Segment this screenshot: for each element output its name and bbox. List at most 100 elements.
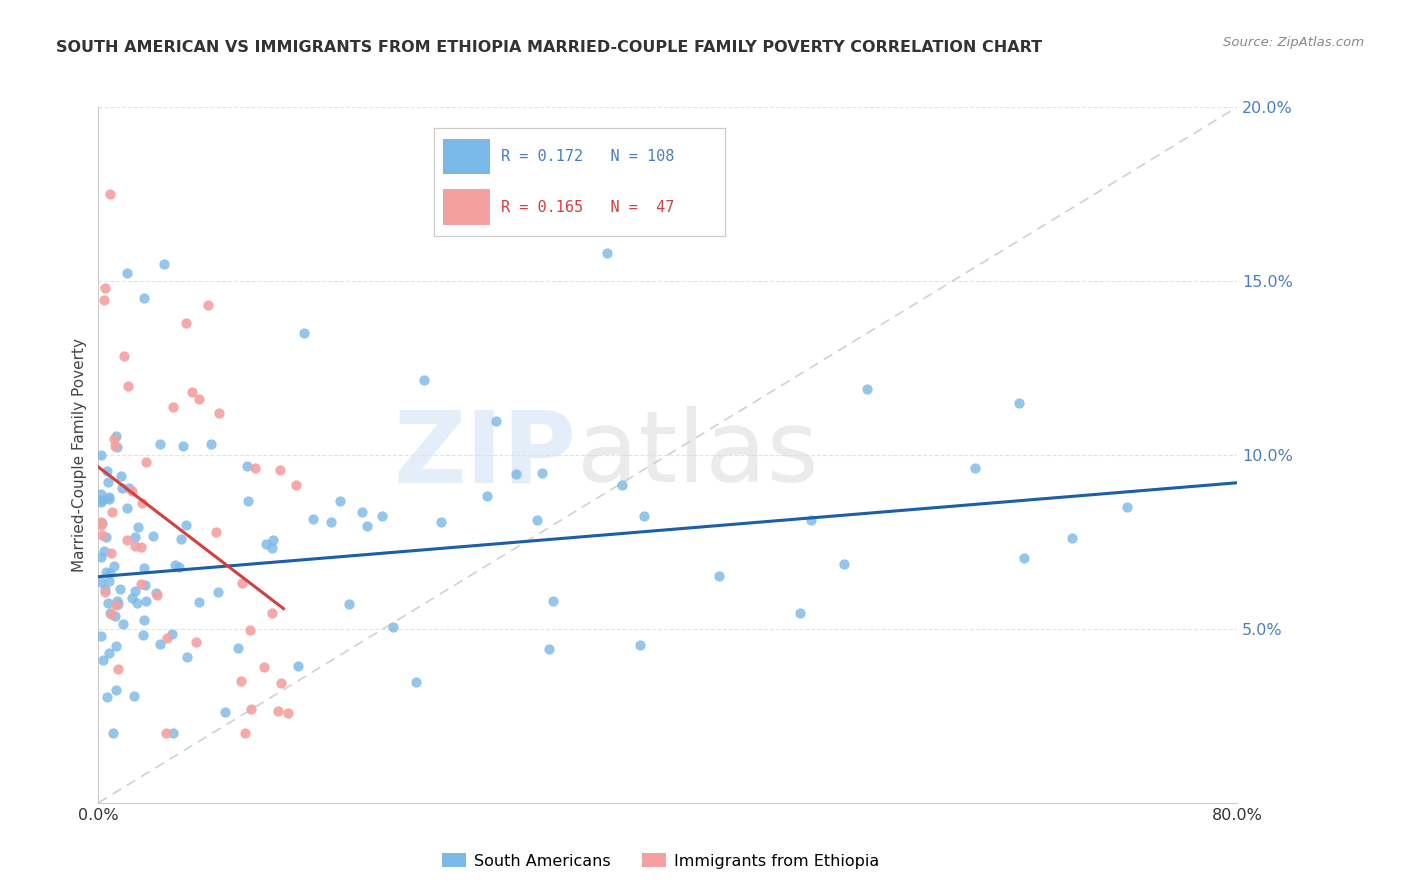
South Americans — [134, 291, 156, 305]
Immigrants from Ethiopia — [186, 635, 208, 649]
South Americans — [134, 577, 156, 591]
South Americans — [141, 529, 163, 543]
Immigrants from Ethiopia — [93, 293, 115, 307]
South Americans — [1008, 396, 1031, 410]
South Americans — [118, 481, 141, 495]
South Americans — [262, 533, 284, 548]
South Americans — [176, 649, 198, 664]
South Americans — [91, 492, 114, 507]
South Americans — [90, 449, 112, 463]
South Americans — [633, 509, 655, 524]
South Americans — [176, 517, 198, 532]
Immigrants from Ethiopia — [90, 515, 112, 529]
South Americans — [214, 705, 236, 719]
South Americans — [167, 560, 190, 574]
Immigrants from Ethiopia — [98, 187, 121, 202]
South Americans — [124, 530, 146, 544]
South Americans — [1116, 500, 1139, 515]
South Americans — [127, 520, 149, 534]
Immigrants from Ethiopia — [107, 662, 129, 676]
Immigrants from Ethiopia — [100, 607, 122, 622]
South Americans — [370, 509, 392, 524]
South Americans — [97, 574, 120, 588]
South Americans — [537, 642, 560, 657]
South Americans — [98, 646, 121, 660]
Immigrants from Ethiopia — [205, 524, 228, 539]
South Americans — [90, 550, 112, 565]
South Americans — [132, 561, 155, 575]
South Americans — [97, 490, 120, 504]
South Americans — [90, 574, 112, 589]
South Americans — [149, 637, 172, 651]
Immigrants from Ethiopia — [131, 496, 153, 510]
South Americans — [148, 437, 170, 451]
Immigrants from Ethiopia — [231, 575, 253, 590]
South Americans — [329, 493, 352, 508]
Immigrants from Ethiopia — [233, 726, 256, 740]
South Americans — [90, 494, 112, 508]
South Americans — [530, 467, 553, 481]
Immigrants from Ethiopia — [117, 533, 139, 548]
Immigrants from Ethiopia — [129, 576, 152, 591]
South Americans — [96, 690, 118, 705]
Immigrants from Ethiopia — [269, 463, 291, 477]
South Americans — [107, 597, 129, 611]
Immigrants from Ethiopia — [239, 702, 262, 716]
South Americans — [127, 596, 149, 610]
South Americans — [789, 606, 811, 620]
South Americans — [287, 659, 309, 673]
South Americans — [800, 513, 823, 527]
Immigrants from Ethiopia — [284, 478, 307, 492]
South Americans — [965, 461, 987, 475]
Immigrants from Ethiopia — [103, 433, 125, 447]
South Americans — [103, 726, 125, 740]
South Americans — [104, 682, 127, 697]
Text: SOUTH AMERICAN VS IMMIGRANTS FROM ETHIOPIA MARRIED-COUPLE FAMILY POVERTY CORRELA: SOUTH AMERICAN VS IMMIGRANTS FROM ETHIOP… — [56, 40, 1042, 55]
Immigrants from Ethiopia — [101, 504, 124, 518]
South Americans — [382, 620, 405, 634]
South Americans — [110, 468, 132, 483]
South Americans — [135, 594, 157, 608]
South Americans — [596, 246, 619, 260]
South Americans — [707, 569, 730, 583]
Text: ZIP: ZIP — [394, 407, 576, 503]
South Americans — [98, 566, 121, 580]
Y-axis label: Married-Couple Family Poverty: Married-Couple Family Poverty — [72, 338, 87, 572]
Immigrants from Ethiopia — [135, 455, 157, 469]
South Americans — [485, 414, 508, 428]
Immigrants from Ethiopia — [243, 461, 266, 475]
South Americans — [111, 482, 134, 496]
Immigrants from Ethiopia — [94, 281, 117, 295]
South Americans — [855, 382, 877, 396]
Text: Source: ZipAtlas.com: Source: ZipAtlas.com — [1223, 36, 1364, 49]
South Americans — [292, 326, 315, 340]
South Americans — [94, 582, 117, 596]
Immigrants from Ethiopia — [277, 706, 299, 720]
South Americans — [90, 486, 112, 500]
South Americans — [132, 628, 155, 642]
Immigrants from Ethiopia — [239, 623, 262, 637]
South Americans — [413, 373, 436, 387]
South Americans — [477, 490, 499, 504]
South Americans — [104, 640, 127, 654]
South Americans — [165, 558, 187, 572]
South Americans — [526, 513, 548, 527]
South Americans — [505, 467, 527, 481]
South Americans — [352, 505, 374, 519]
Immigrants from Ethiopia — [187, 392, 209, 406]
Legend: South Americans, Immigrants from Ethiopia: South Americans, Immigrants from Ethiopi… — [436, 847, 886, 875]
South Americans — [98, 491, 121, 506]
South Americans — [1012, 551, 1035, 566]
South Americans — [405, 674, 427, 689]
Immigrants from Ethiopia — [229, 674, 252, 689]
Immigrants from Ethiopia — [129, 541, 152, 555]
South Americans — [98, 606, 121, 620]
South Americans — [172, 439, 194, 453]
South Americans — [104, 609, 127, 624]
South Americans — [93, 544, 115, 558]
Immigrants from Ethiopia — [208, 406, 231, 420]
Immigrants from Ethiopia — [104, 439, 127, 453]
South Americans — [187, 595, 209, 609]
Immigrants from Ethiopia — [94, 585, 117, 599]
Immigrants from Ethiopia — [155, 726, 177, 740]
